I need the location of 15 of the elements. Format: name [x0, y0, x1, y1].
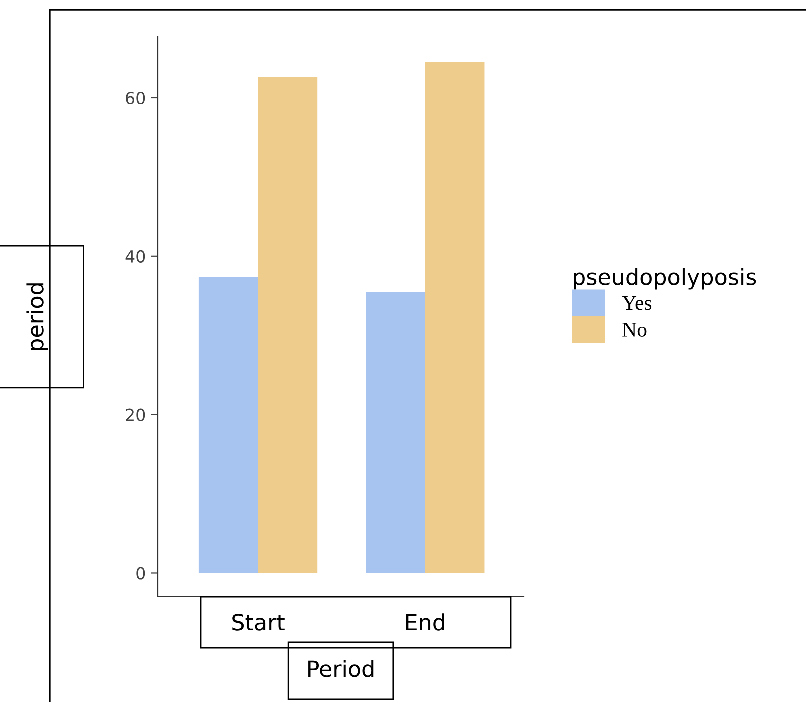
bar [258, 77, 318, 574]
x-tick-label: End [406, 614, 444, 631]
bar [198, 277, 258, 574]
y-tick-label: 20 [126, 408, 146, 422]
bar [366, 292, 426, 574]
y-tick-label: 60 [126, 92, 146, 105]
y-tick-label: 40 [126, 250, 146, 263]
x-axis-title: Period [308, 660, 374, 678]
legend-title: pseudopolyposis [574, 268, 756, 290]
x-tick-label: Start [232, 614, 285, 631]
legend-label: Yes [622, 296, 652, 310]
y-tick-label: 0 [136, 567, 146, 580]
y-axis-title: period [26, 284, 48, 350]
legend-label: No [622, 323, 647, 337]
bar [425, 62, 485, 574]
